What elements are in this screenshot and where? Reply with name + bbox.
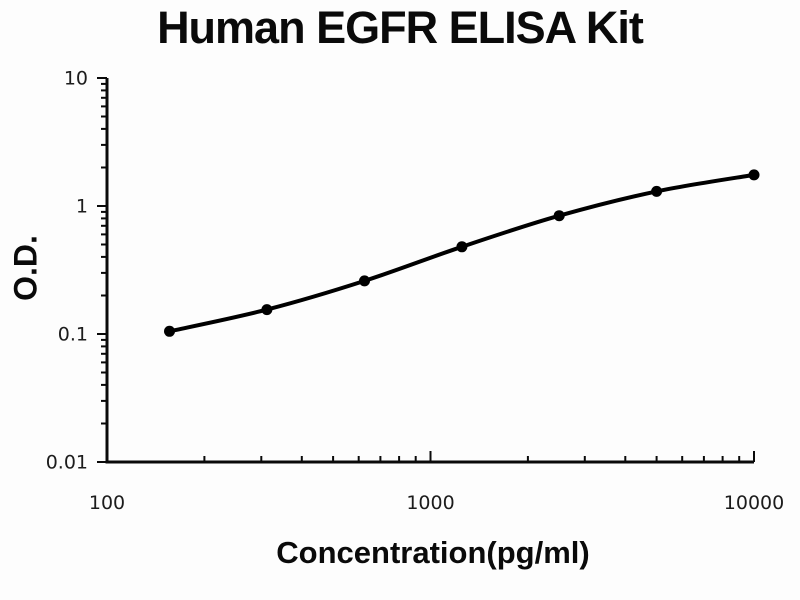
x-tick-label: 10000 (724, 492, 784, 514)
x-tick-label: 100 (89, 492, 125, 514)
data-point-marker (748, 169, 760, 181)
standard-curve-line (167, 172, 756, 334)
y-tick-label: 1 (76, 196, 88, 218)
y-tick-label: 0.01 (46, 452, 88, 474)
y-tick-label: 0.1 (58, 324, 88, 346)
axis-spines (105, 78, 754, 464)
data-point-marker (261, 304, 273, 316)
chart-title: Human EGFR ELISA Kit (157, 2, 644, 53)
x-axis-label: Concentration(pg/ml) (276, 535, 590, 570)
data-point-marker (164, 325, 175, 337)
data-point-marker (651, 185, 663, 197)
data-point-marker (359, 275, 370, 287)
data-point-marker (553, 210, 565, 222)
data-point-marker (456, 241, 468, 253)
x-tick-label: 1000 (406, 492, 454, 514)
y-tick-label: 10 (64, 68, 88, 90)
